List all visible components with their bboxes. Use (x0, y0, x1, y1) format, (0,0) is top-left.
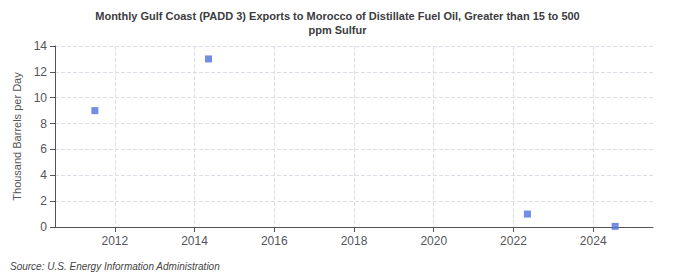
svg-text:10: 10 (34, 91, 48, 105)
svg-text:4: 4 (40, 168, 47, 182)
svg-text:2: 2 (40, 194, 47, 208)
svg-text:2016: 2016 (261, 234, 288, 248)
svg-text:0: 0 (40, 220, 47, 234)
svg-text:2014: 2014 (181, 234, 208, 248)
svg-text:12: 12 (34, 65, 48, 79)
svg-text:2022: 2022 (500, 234, 527, 248)
svg-text:8: 8 (40, 117, 47, 131)
svg-text:Source: U.S. Energy Informatio: Source: U.S. Energy Information Administ… (10, 261, 220, 272)
svg-text:6: 6 (40, 142, 47, 156)
svg-text:Thousand Barrels per Day: Thousand Barrels per Day (11, 72, 23, 201)
svg-text:ppm Sulfur: ppm Sulfur (308, 24, 367, 36)
svg-text:2024: 2024 (580, 234, 607, 248)
svg-text:Monthly Gulf Coast (PADD 3) Ex: Monthly Gulf Coast (PADD 3) Exports to M… (95, 10, 579, 22)
svg-text:14: 14 (34, 39, 48, 53)
svg-text:2018: 2018 (341, 234, 368, 248)
svg-text:2012: 2012 (101, 234, 128, 248)
svg-text:2020: 2020 (420, 234, 447, 248)
